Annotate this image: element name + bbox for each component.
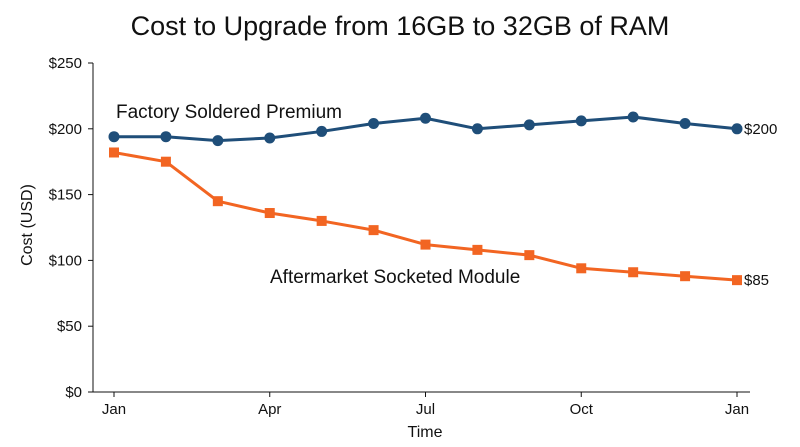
y-tick-label: $200 — [49, 121, 82, 138]
data-point — [160, 131, 172, 143]
axes: $0 $50 $100 $150 $200 $250 Jan Apr Jul Oct Jan — [49, 55, 750, 418]
data-point — [680, 271, 691, 282]
data-point — [420, 239, 431, 250]
data-point — [575, 115, 587, 127]
end-value-label: $200 — [744, 121, 777, 138]
end-value-label: $85 — [744, 272, 769, 289]
x-tick-label: Jul — [416, 401, 435, 418]
y-tick-label: $150 — [49, 187, 82, 204]
series-0: $200 Factory Soldered Premium — [108, 102, 777, 147]
data-point — [316, 215, 327, 226]
y-tick-label: $100 — [49, 252, 82, 269]
data-point — [368, 118, 380, 130]
series-1: $85 Aftermarket Socketed Module — [109, 147, 769, 289]
series-name-label: Aftermarket Socketed Module — [270, 267, 520, 288]
x-tick-label: Jan — [725, 401, 749, 418]
series-layer: $200 Factory Soldered Premium $85 Aftermark… — [108, 102, 777, 289]
x-tick-label: Apr — [258, 401, 281, 418]
series-line — [113, 151, 738, 282]
data-point — [108, 131, 120, 143]
data-point — [212, 135, 224, 147]
data-point — [316, 125, 328, 137]
data-point — [524, 250, 535, 261]
y-axis-title: Cost (USD) — [19, 184, 36, 266]
x-tick-label: Jan — [102, 401, 126, 418]
y-tick-label: $250 — [49, 55, 82, 72]
data-point — [420, 112, 431, 124]
x-axis-title: Time — [408, 424, 443, 441]
data-point — [472, 244, 483, 255]
data-point — [523, 119, 535, 131]
data-point — [627, 111, 639, 123]
series-name-label: Factory Soldered Premium — [116, 102, 342, 123]
data-point — [368, 225, 379, 236]
chart-title: Cost to Upgrade from 16GB to 32GB of RAM — [131, 11, 670, 41]
data-point — [576, 263, 587, 274]
data-point — [471, 123, 483, 135]
data-point — [264, 208, 275, 219]
data-point — [731, 123, 743, 135]
data-point — [109, 147, 119, 158]
y-tick-label: $0 — [65, 384, 82, 401]
data-point — [628, 267, 639, 278]
data-point — [264, 132, 276, 144]
data-point — [732, 275, 742, 286]
data-point — [679, 118, 691, 130]
x-tick-label: Oct — [570, 401, 594, 418]
data-point — [160, 156, 171, 167]
y-tick-label: $50 — [57, 318, 82, 335]
data-point — [212, 196, 223, 207]
